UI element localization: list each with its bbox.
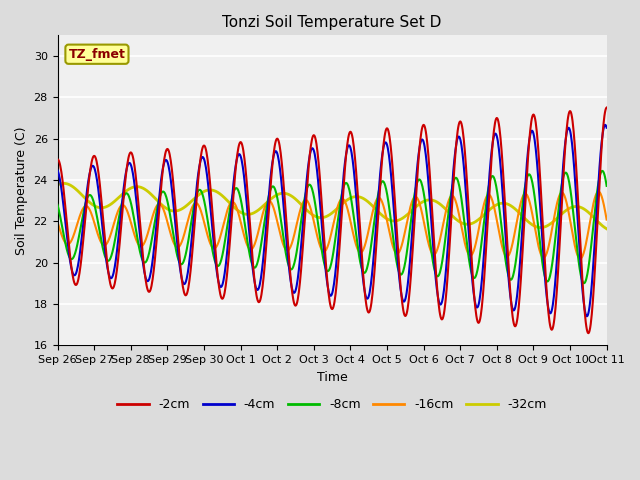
Line: -8cm: -8cm xyxy=(58,171,607,283)
-2cm xyxy=(585,330,593,336)
-8cm xyxy=(492,180,499,186)
Text: TZ_fmet: TZ_fmet xyxy=(68,48,125,61)
Title: Tonzi Soil Temperature Set D: Tonzi Soil Temperature Set D xyxy=(222,15,442,30)
Line: -32cm: -32cm xyxy=(58,183,607,229)
-4cm xyxy=(603,125,611,131)
-8cm xyxy=(54,202,61,208)
-2cm xyxy=(276,143,284,148)
-32cm xyxy=(276,191,284,196)
-32cm xyxy=(492,202,500,208)
-4cm xyxy=(109,270,117,276)
-2cm xyxy=(603,105,611,110)
-32cm xyxy=(431,198,439,204)
-8cm xyxy=(109,244,117,250)
-16cm xyxy=(296,210,303,216)
-4cm xyxy=(583,313,591,319)
-4cm xyxy=(296,262,303,268)
-32cm xyxy=(60,180,67,186)
-4cm xyxy=(601,122,609,128)
-16cm xyxy=(577,256,584,262)
-2cm xyxy=(54,156,61,162)
-2cm xyxy=(492,118,499,123)
-16cm xyxy=(109,222,117,228)
-16cm xyxy=(431,252,438,257)
-32cm xyxy=(483,210,490,216)
-16cm xyxy=(276,228,284,234)
-8cm xyxy=(580,280,588,286)
-16cm xyxy=(54,219,61,225)
-16cm xyxy=(482,196,490,202)
-2cm xyxy=(109,284,117,290)
-16cm xyxy=(492,211,499,217)
Legend: -2cm, -4cm, -8cm, -16cm, -32cm: -2cm, -4cm, -8cm, -16cm, -32cm xyxy=(112,394,552,417)
Line: -4cm: -4cm xyxy=(58,125,607,316)
-4cm xyxy=(492,131,499,136)
-2cm xyxy=(482,252,490,258)
-32cm xyxy=(603,226,611,232)
-32cm xyxy=(296,200,304,206)
-8cm xyxy=(431,267,438,273)
-8cm xyxy=(482,204,490,210)
-2cm xyxy=(296,285,303,290)
-16cm xyxy=(595,189,602,194)
Line: -16cm: -16cm xyxy=(58,192,607,259)
-32cm xyxy=(110,199,118,204)
-8cm xyxy=(276,208,284,214)
-16cm xyxy=(603,217,611,223)
-4cm xyxy=(431,263,438,269)
Line: -2cm: -2cm xyxy=(58,108,607,333)
X-axis label: Time: Time xyxy=(317,371,348,384)
-32cm xyxy=(54,182,61,188)
-8cm xyxy=(598,168,606,174)
Y-axis label: Soil Temperature (C): Soil Temperature (C) xyxy=(15,126,28,254)
-4cm xyxy=(276,163,284,169)
-4cm xyxy=(482,226,490,231)
-8cm xyxy=(296,231,303,237)
-2cm xyxy=(431,249,438,254)
-4cm xyxy=(54,168,61,173)
-8cm xyxy=(603,183,611,189)
